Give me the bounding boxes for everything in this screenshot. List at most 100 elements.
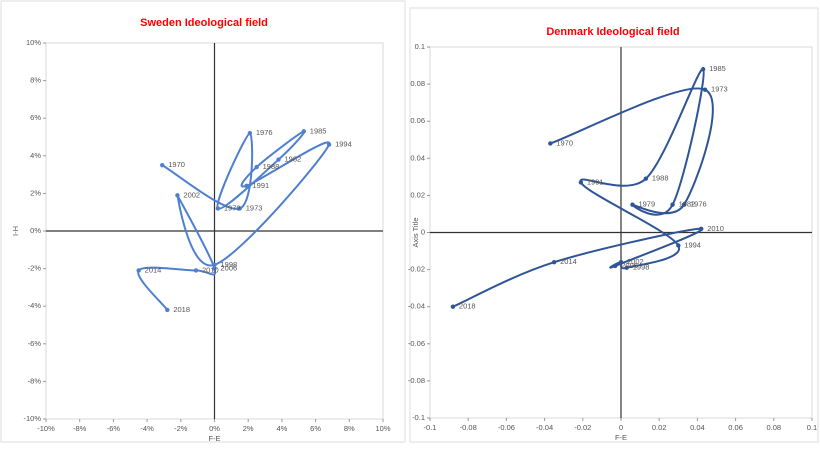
- chart-title: Denmark Ideological field: [546, 26, 679, 38]
- point-label: 1998: [633, 263, 650, 272]
- x-tick-label: 0.06: [728, 423, 743, 432]
- data-point: [700, 67, 706, 72]
- point-label: 2002: [627, 257, 644, 266]
- y-tick-label: 0.1: [415, 42, 425, 51]
- data-point: [244, 183, 249, 189]
- x-tick-label: 0: [619, 423, 623, 432]
- x-tick-label: 0.04: [690, 423, 705, 432]
- point-label: 1988: [263, 162, 280, 171]
- y-tick-label: -10%: [23, 414, 41, 423]
- data-point: [247, 131, 253, 136]
- y-tick-label: -0.1: [412, 413, 425, 422]
- series-line: [137, 130, 331, 311]
- y-tick-label: 6%: [30, 113, 41, 122]
- point-label: 1985: [709, 64, 726, 73]
- y-tick-label: 0.08: [410, 79, 425, 88]
- x-tick-label: -0.02: [574, 423, 591, 432]
- y-tick-label: 0: [421, 227, 425, 236]
- data-point: [136, 268, 141, 273]
- data-point: [254, 164, 259, 170]
- point-label: 2002: [183, 190, 200, 199]
- y-tick-label: -0.02: [408, 265, 425, 274]
- data-point: [160, 163, 165, 168]
- point-label: 1994: [335, 140, 352, 149]
- point-label: 2018: [173, 305, 190, 314]
- data-point: [450, 304, 456, 309]
- y-tick-label: -8%: [28, 376, 42, 385]
- point-label: 1982: [679, 200, 696, 209]
- x-tick-label: 0.02: [652, 423, 667, 432]
- y-tick-label: 0.04: [410, 153, 425, 162]
- y-tick-label: -2%: [28, 264, 42, 273]
- data-point: [165, 307, 170, 313]
- data-point: [301, 129, 307, 134]
- data-point: [193, 268, 199, 273]
- chart-title: Sweden Ideological field: [140, 17, 268, 29]
- data-point: [212, 266, 217, 271]
- data-point: [643, 176, 649, 181]
- point-label: 2010: [202, 265, 219, 274]
- point-label: 1985: [310, 126, 327, 135]
- y-tick-label: -0.04: [408, 302, 425, 311]
- x-tick-label: -0.06: [498, 423, 515, 432]
- x-axis-title: F-E: [615, 433, 627, 442]
- x-tick-label: 0.1: [807, 423, 817, 432]
- point-label: 2014: [560, 257, 577, 266]
- panel-frame: [409, 7, 819, 443]
- point-label: 1973: [711, 85, 728, 94]
- x-tick-label: 4%: [276, 424, 287, 433]
- point-label: 2018: [459, 302, 476, 311]
- y-tick-label: 8%: [30, 76, 41, 85]
- x-tick-label: 0%: [209, 424, 220, 433]
- data-point: [551, 259, 557, 265]
- data-point: [681, 202, 687, 207]
- x-tick-label: -0.04: [536, 423, 553, 432]
- data-point: [670, 202, 675, 207]
- point-label: 1970: [556, 138, 573, 147]
- point-label: 1998: [221, 260, 238, 269]
- y-tick-label: 0.06: [410, 116, 425, 125]
- x-tick-label: -8%: [73, 424, 87, 433]
- y-tick-label: -0.06: [408, 339, 425, 348]
- y-tick-label: -6%: [28, 339, 42, 348]
- series-line: [452, 68, 714, 308]
- y-tick-label: -0.08: [408, 376, 425, 385]
- x-tick-label: 6%: [310, 424, 321, 433]
- data-point: [630, 202, 635, 207]
- data-point: [276, 157, 281, 162]
- point-label: 1973: [246, 203, 263, 212]
- data-point: [702, 87, 708, 92]
- data-point: [578, 180, 584, 185]
- data-point: [215, 206, 221, 211]
- data-point: [613, 263, 618, 269]
- data-point: [618, 259, 624, 265]
- point-label: 2006: [221, 264, 238, 273]
- x-axis-title: F-E: [208, 434, 220, 443]
- y-tick-label: -4%: [28, 301, 42, 310]
- y-tick-label: 4%: [30, 151, 41, 160]
- y-tick-label: 10%: [26, 38, 41, 47]
- y-tick-label: 0.02: [410, 190, 425, 199]
- data-point: [212, 262, 217, 268]
- data-point: [175, 193, 180, 198]
- point-label: 2006: [621, 261, 638, 270]
- y-axis-title: Axis Title: [411, 217, 420, 247]
- data-point: [548, 141, 553, 146]
- x-tick-label: 2%: [243, 424, 254, 433]
- point-label: 1991: [253, 181, 270, 190]
- y-tick-label: 0%: [30, 226, 41, 235]
- data-point: [699, 226, 704, 231]
- x-tick-label: -4%: [140, 424, 154, 433]
- data-point: [624, 265, 629, 270]
- point-label: 1994: [684, 240, 701, 249]
- point-label: 1970: [168, 160, 185, 169]
- data-point: [326, 142, 332, 147]
- panel-frame: [0, 0, 406, 443]
- point-label: 2010: [707, 224, 724, 233]
- point-label: 2014: [145, 265, 162, 274]
- point-label: 1976: [690, 200, 707, 209]
- y-tick-label: 2%: [30, 188, 41, 197]
- y-axis-title: I-H: [11, 226, 20, 236]
- point-label: 1988: [652, 174, 669, 183]
